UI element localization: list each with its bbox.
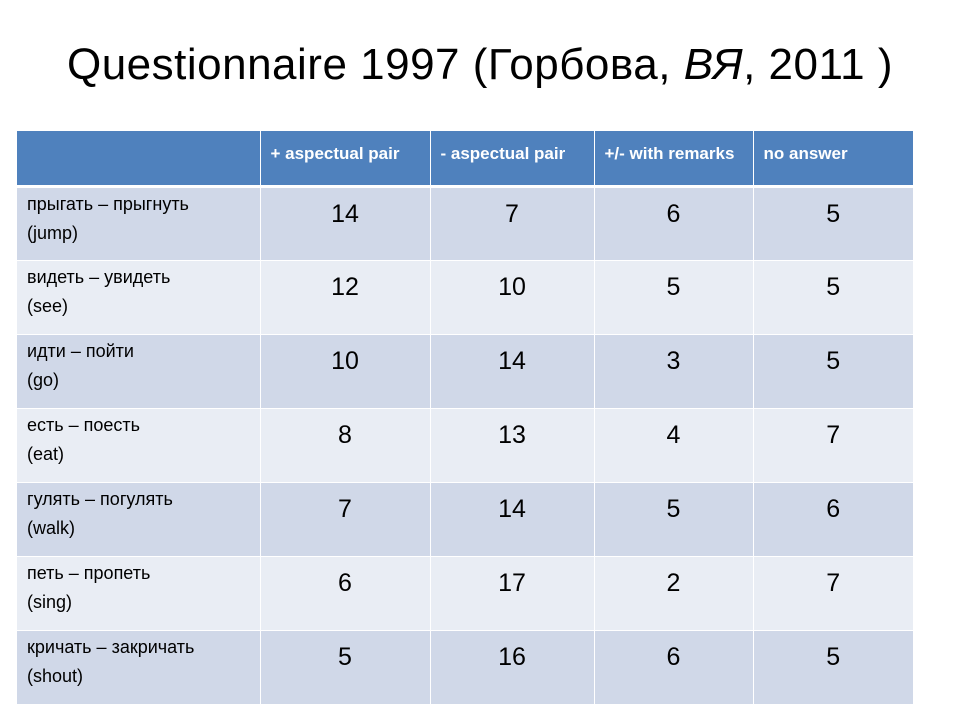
verb-cell: петь – пропеть (sing) — [17, 556, 261, 631]
verb-cell: видеть – увидеть (see) — [17, 260, 261, 335]
header-row: + aspectual pair - aspectual pair +/- wi… — [17, 131, 913, 188]
questionnaire-table: + aspectual pair - aspectual pair +/- wi… — [17, 131, 913, 705]
value-cell: 5 — [753, 630, 913, 705]
table-row: видеть – увидеть (see) 12 10 5 5 — [17, 260, 913, 335]
value-cell: 6 — [594, 630, 754, 705]
title-italic: ВЯ — [683, 40, 744, 89]
verb-cell: кричать – закричать (shout) — [17, 630, 261, 705]
value-cell: 6 — [753, 482, 913, 557]
value-cell: 7 — [753, 408, 913, 483]
value-cell: 14 — [430, 482, 595, 557]
title-prefix: Questionnaire 1997 (Горбова, — [66, 40, 684, 89]
verb-cell: есть – поесть (eat) — [17, 408, 261, 483]
value-cell: 10 — [430, 260, 595, 335]
verb-pair: идти – пойти — [27, 340, 134, 361]
value-cell: 6 — [594, 186, 754, 261]
title-suffix: , 2011 ) — [743, 40, 894, 89]
value-cell: 17 — [430, 556, 595, 631]
value-cell: 10 — [260, 334, 431, 409]
verb-pair: петь – пропеть — [27, 562, 151, 583]
table-row: прыгать – прыгнуть (jump) 14 7 6 5 — [17, 186, 913, 261]
verb-gloss: (eat) — [27, 443, 65, 464]
verb-gloss: (walk) — [27, 517, 75, 538]
verb-cell: гулять – погулять (walk) — [17, 482, 261, 557]
table-row: идти – пойти (go) 10 14 3 5 — [17, 334, 913, 409]
verb-pair: прыгать – прыгнуть — [27, 193, 189, 214]
value-cell: 5 — [260, 630, 431, 705]
verb-pair: видеть – увидеть — [27, 266, 171, 287]
value-cell: 8 — [260, 408, 431, 483]
header-cell-verb — [17, 131, 261, 188]
verb-gloss: (sing) — [27, 591, 73, 612]
verb-gloss: (shout) — [27, 665, 84, 686]
value-cell: 5 — [753, 186, 913, 261]
value-cell: 14 — [260, 186, 431, 261]
value-cell: 5 — [594, 482, 754, 557]
value-cell: 3 — [594, 334, 754, 409]
value-cell: 6 — [260, 556, 431, 631]
value-cell: 16 — [430, 630, 595, 705]
header-cell-minus-aspectual-pair: - aspectual pair — [430, 131, 595, 188]
verb-gloss: (jump) — [27, 222, 79, 243]
value-cell: 7 — [753, 556, 913, 631]
value-cell: 2 — [594, 556, 754, 631]
value-cell: 12 — [260, 260, 431, 335]
verb-gloss: (go) — [27, 369, 60, 390]
verb-pair: есть – поесть — [27, 414, 141, 435]
value-cell: 5 — [594, 260, 754, 335]
verb-cell: идти – пойти (go) — [17, 334, 261, 409]
table-row: есть – поесть (eat) 8 13 4 7 — [17, 408, 913, 483]
table-row: гулять – погулять (walk) 7 14 5 6 — [17, 482, 913, 557]
header-cell-no-answer: no answer — [753, 131, 913, 188]
verb-pair: кричать – закричать — [27, 636, 195, 657]
value-cell: 7 — [260, 482, 431, 557]
verb-pair: гулять – погулять — [27, 488, 173, 509]
verb-cell: прыгать – прыгнуть (jump) — [17, 186, 261, 261]
slide-title: Questionnaire 1997 (Горбова, ВЯ, 2011 ) — [0, 40, 960, 90]
table-row: кричать – закричать (shout) 5 16 6 5 — [17, 630, 913, 705]
value-cell: 13 — [430, 408, 595, 483]
header-cell-plus-aspectual-pair: + aspectual pair — [260, 131, 431, 188]
table-row: петь – пропеть (sing) 6 17 2 7 — [17, 556, 913, 631]
value-cell: 5 — [753, 334, 913, 409]
verb-gloss: (see) — [27, 295, 69, 316]
value-cell: 5 — [753, 260, 913, 335]
value-cell: 14 — [430, 334, 595, 409]
header-cell-with-remarks: +/- with remarks — [594, 131, 754, 188]
value-cell: 4 — [594, 408, 754, 483]
value-cell: 7 — [430, 186, 595, 261]
